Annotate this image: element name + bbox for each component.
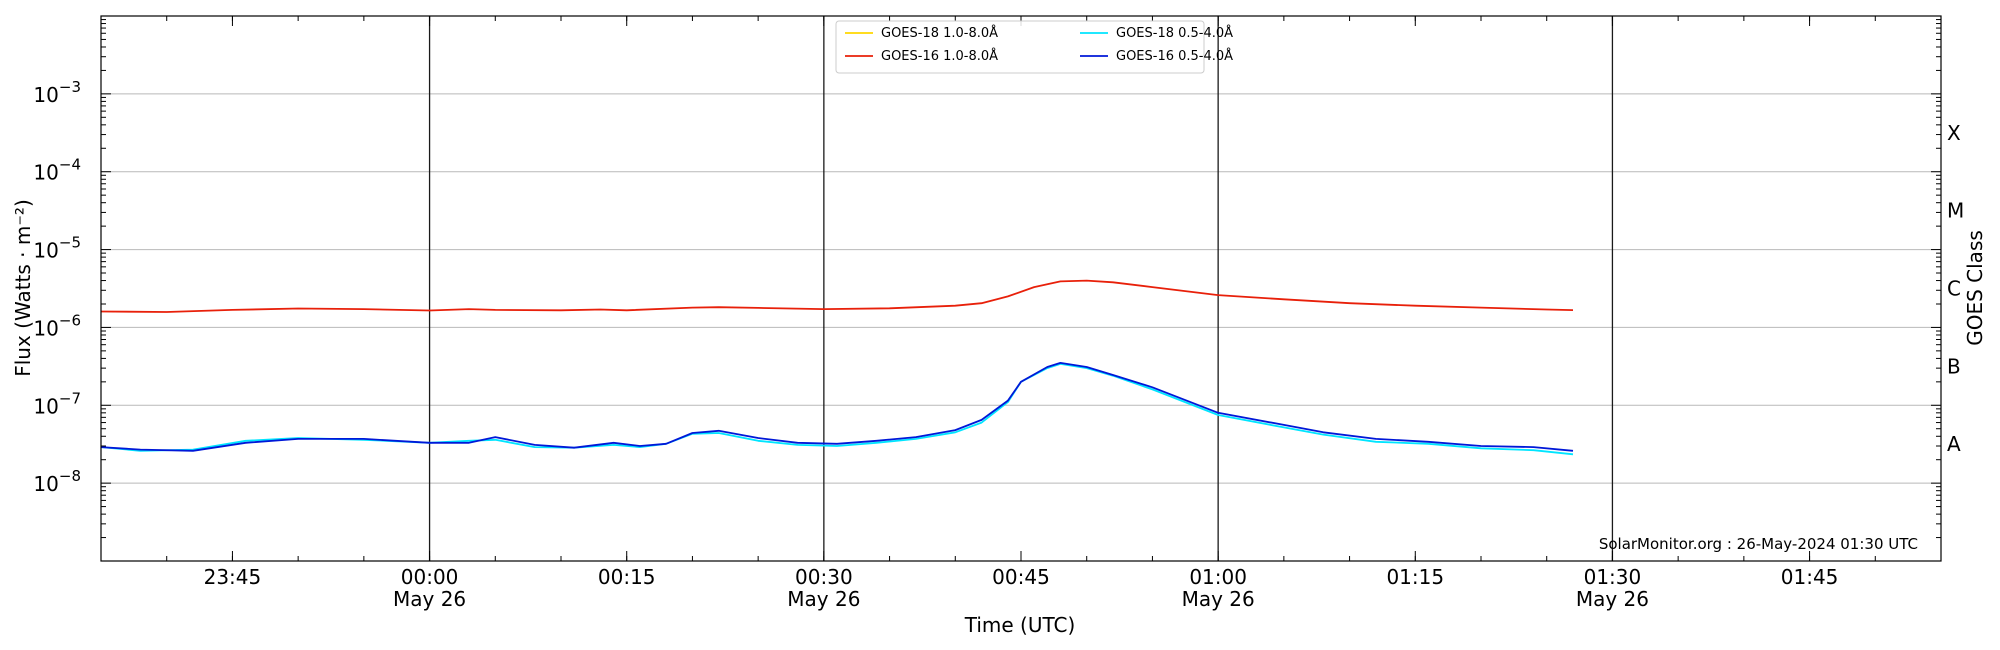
x-tick-label: 00:15 bbox=[598, 565, 656, 589]
x-axis-title: Time (UTC) bbox=[964, 613, 1076, 637]
x-tick-label: 00:45 bbox=[992, 565, 1050, 589]
plot-frame bbox=[100, 15, 1942, 562]
grid-lines bbox=[101, 93, 1941, 484]
x-tick-date-label: May 26 bbox=[1182, 587, 1255, 611]
x-tick-label: 23:45 bbox=[204, 565, 262, 589]
x-tick-label: 00:00 bbox=[401, 565, 459, 589]
series-lines bbox=[100, 279, 1574, 456]
x-tick-label: 01:30 bbox=[1584, 565, 1642, 589]
x-tick-date-label: May 26 bbox=[1576, 587, 1649, 611]
legend-label: GOES-18 1.0-8.0Å bbox=[881, 25, 998, 41]
x-tick-label: 01:15 bbox=[1386, 565, 1444, 589]
goes-class-labels: A B C M X bbox=[1947, 121, 1964, 456]
y-tick-labels: 10−8 10−7 10−6 10−5 10−4 10−3 bbox=[33, 78, 81, 496]
series-line-3 bbox=[100, 361, 1574, 452]
goes-class-label: M bbox=[1947, 199, 1964, 223]
y-tick-label: 10−3 bbox=[33, 78, 81, 107]
x-tick-label: 01:45 bbox=[1781, 565, 1839, 589]
goes-class-label: X bbox=[1947, 121, 1961, 145]
y-tick-label: 10−5 bbox=[33, 234, 81, 263]
x-tick-label: 01:00 bbox=[1189, 565, 1247, 589]
y-tick-label: 10−7 bbox=[33, 389, 81, 418]
axis-ticks bbox=[100, 16, 1942, 562]
legend-label: GOES-18 0.5-4.0Å bbox=[1116, 25, 1233, 41]
legend-label: GOES-16 1.0-8.0Å bbox=[881, 48, 998, 64]
x-tick-date-label: May 26 bbox=[393, 587, 466, 611]
x-tick-date-label: May 26 bbox=[787, 587, 860, 611]
right-axis-title: GOES Class bbox=[1963, 230, 1987, 346]
series-line-2 bbox=[100, 362, 1574, 456]
series-line-1 bbox=[100, 279, 1574, 313]
x-tick-label: 00:30 bbox=[795, 565, 853, 589]
goes-class-label: A bbox=[1947, 432, 1961, 456]
credit-text: SolarMonitor.org : 26-May-2024 01:30 UTC bbox=[1599, 535, 1918, 553]
y-axis-title: Flux (Watts · m⁻²) bbox=[11, 199, 35, 377]
y-tick-label: 10−6 bbox=[33, 311, 81, 340]
legend-label: GOES-16 0.5-4.0Å bbox=[1116, 48, 1233, 64]
y-tick-label: 10−4 bbox=[33, 156, 81, 185]
legend: GOES-18 1.0-8.0Å GOES-18 0.5-4.0Å GOES-16 … bbox=[835, 20, 1233, 74]
goes-class-label: B bbox=[1947, 354, 1961, 378]
day-marker-lines bbox=[428, 16, 1614, 561]
legend-box bbox=[835, 20, 1205, 74]
goes-class-label: C bbox=[1947, 277, 1961, 301]
y-tick-label: 10−8 bbox=[33, 467, 81, 496]
